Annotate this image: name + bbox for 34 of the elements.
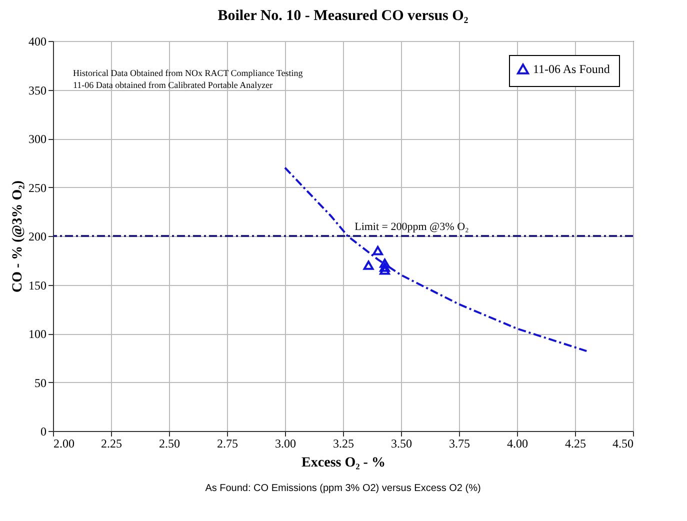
y-tick-label: 200 [28, 230, 46, 244]
x-tick-label: 2.25 [101, 436, 122, 450]
y-tick-label: 300 [28, 132, 46, 146]
y-tick-label: 250 [28, 180, 46, 195]
x-tick-label: 3.25 [333, 436, 354, 450]
y-tick-label: 150 [28, 278, 46, 292]
ref-line-label: Limit = 200ppm @3% O₂ [354, 221, 470, 233]
chart-title: Boiler No. 10 - Measured CO versus O₂ [218, 8, 469, 24]
legend-label: 11-06 As Found [533, 62, 610, 76]
x-tick-label: 3.00 [275, 436, 296, 450]
y-tick-label: 0 [40, 424, 46, 438]
x-tick-label: 3.50 [391, 436, 412, 450]
x-axis-title: Excess O₂ - % [302, 456, 386, 470]
y-tick-label: 350 [28, 83, 46, 98]
x-tick-label: 2.75 [217, 436, 238, 450]
point [363, 260, 374, 270]
x-tick-label: 2.00 [54, 436, 74, 450]
y-tick-label: 100 [28, 327, 46, 341]
annotation: Historical Data Obtained from NOx RACT Compliance Testing [73, 68, 304, 78]
point [380, 262, 390, 272]
x-tick-label: 3.75 [449, 436, 470, 450]
text: As Found: CO Emissions (ppm 3% O2) versus Excess O2 (%) [205, 483, 481, 494]
x-tick-label: 4.50 [612, 436, 634, 450]
point [372, 246, 383, 256]
x-tick-label: 2.50 [159, 436, 180, 450]
line-series [284, 166, 588, 352]
point [380, 266, 390, 275]
y-axis-title: CO - % (@3% O₂) [10, 180, 26, 293]
x-tick-label: 4.25 [565, 436, 586, 450]
annotation: 11-06 Data obtained from Calibrated Portable Analyzer [73, 80, 273, 90]
x-tick-label: 4.00 [507, 436, 528, 450]
point [380, 258, 390, 268]
y-tick-label: 400 [28, 34, 46, 48]
y-tick-label: 50 [34, 376, 46, 390]
